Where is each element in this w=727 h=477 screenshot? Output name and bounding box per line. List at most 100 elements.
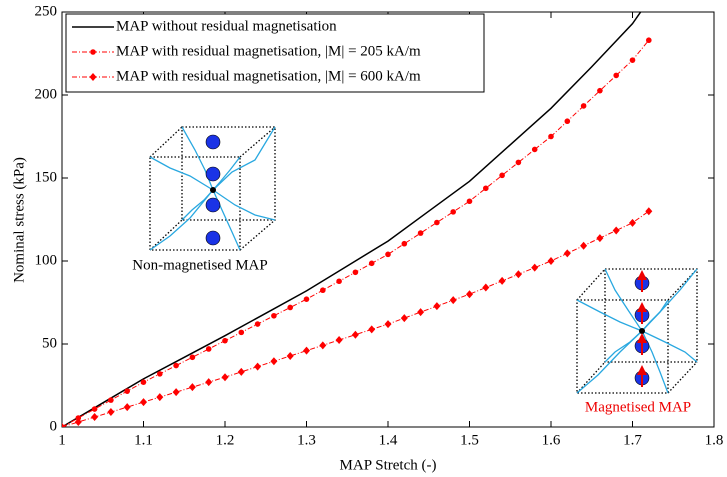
y-axis-label: Nominal stress (kPa): [11, 157, 27, 283]
marker: [221, 373, 229, 382]
marker: [173, 362, 179, 369]
plot-area: [62, 12, 653, 427]
marker: [499, 172, 505, 179]
marker: [271, 312, 277, 319]
marker: [205, 378, 213, 387]
marker: [645, 207, 653, 216]
legend-marker: [90, 49, 96, 55]
marker: [433, 302, 441, 311]
marker: [91, 406, 98, 412]
marker: [254, 321, 261, 327]
annotation: Non-magnetised MAP: [132, 257, 267, 273]
marker: [401, 240, 408, 247]
marker: [612, 226, 620, 235]
marker: [237, 367, 245, 376]
x-tick-label: 1.2: [216, 432, 235, 448]
marker: [319, 341, 327, 350]
marker: [563, 249, 571, 258]
marker: [515, 159, 522, 166]
x-tick-label: 1: [58, 432, 66, 448]
x-tick-label: 1.5: [460, 432, 479, 448]
marker: [335, 336, 343, 345]
marker: [286, 351, 294, 360]
marker: [498, 276, 506, 285]
marker: [580, 103, 587, 109]
marker: [91, 413, 99, 422]
marker: [400, 314, 408, 323]
marker: [303, 346, 310, 355]
y-tick-label: 0: [50, 418, 58, 434]
marker: [483, 185, 489, 192]
marker: [124, 388, 130, 394]
marker: [547, 257, 555, 265]
legend-box: [65, 13, 485, 93]
legend-label: MAP with residual magnetisation, |M| = 2…: [116, 43, 421, 59]
x-tick-label: 1.4: [379, 432, 398, 448]
marker: [188, 383, 196, 392]
marker: [157, 371, 163, 377]
marker: [352, 269, 359, 276]
marker: [596, 234, 604, 243]
legend-label: MAP with residual magnetisation, |M| = 6…: [116, 68, 421, 84]
marker: [254, 362, 262, 371]
marker: [303, 296, 310, 302]
marker: [449, 296, 457, 305]
marker: [531, 263, 539, 272]
marker: [189, 354, 196, 361]
marker: [222, 337, 228, 344]
x-tick-label: 1.6: [542, 432, 561, 448]
marker: [417, 230, 424, 236]
marker: [108, 397, 114, 403]
marker: [351, 330, 359, 339]
marker: [368, 325, 376, 334]
y-tick-label: 100: [35, 252, 58, 268]
marker: [74, 418, 82, 427]
marker: [336, 278, 342, 285]
inset-magnetised: [576, 268, 698, 394]
marker: [629, 57, 636, 63]
marker: [482, 283, 490, 292]
marker: [156, 393, 164, 402]
x-tick-label: 1.7: [623, 432, 642, 448]
marker: [597, 87, 603, 94]
series-line: [62, 12, 642, 427]
legend-label: MAP without residual magnetisation: [116, 18, 337, 34]
x-tick-label: 1.8: [705, 432, 724, 448]
marker: [580, 241, 588, 250]
marker: [629, 218, 636, 227]
marker: [417, 308, 425, 317]
marker: [107, 408, 115, 417]
y-tick-label: 150: [35, 169, 58, 185]
series-line: [62, 210, 650, 427]
marker: [62, 423, 66, 427]
marker: [450, 209, 457, 215]
marker: [548, 133, 554, 140]
marker: [140, 398, 147, 407]
y-tick-label: 250: [35, 3, 58, 19]
marker: [238, 329, 245, 336]
annotation: Magnetised MAP: [585, 399, 691, 415]
marker: [564, 118, 571, 125]
marker: [646, 37, 652, 44]
marker: [140, 379, 147, 385]
marker: [466, 290, 473, 299]
y-tick-label: 200: [35, 86, 58, 102]
x-tick-label: 1.3: [297, 432, 316, 448]
marker: [531, 146, 538, 153]
marker: [466, 198, 473, 205]
marker: [123, 403, 131, 412]
marker: [205, 346, 212, 352]
marker: [368, 260, 375, 267]
y-tick-label: 50: [42, 335, 57, 351]
legend-marker: [89, 73, 97, 81]
marker: [270, 357, 278, 366]
marker: [434, 219, 440, 226]
marker: [172, 388, 180, 397]
marker: [384, 320, 392, 329]
marker: [514, 270, 522, 279]
inset-non-magnetised: [149, 126, 276, 251]
marker: [385, 251, 391, 258]
x-axis-label: MAP Stretch (-): [340, 457, 437, 473]
x-tick-label: 1.1: [134, 432, 153, 448]
